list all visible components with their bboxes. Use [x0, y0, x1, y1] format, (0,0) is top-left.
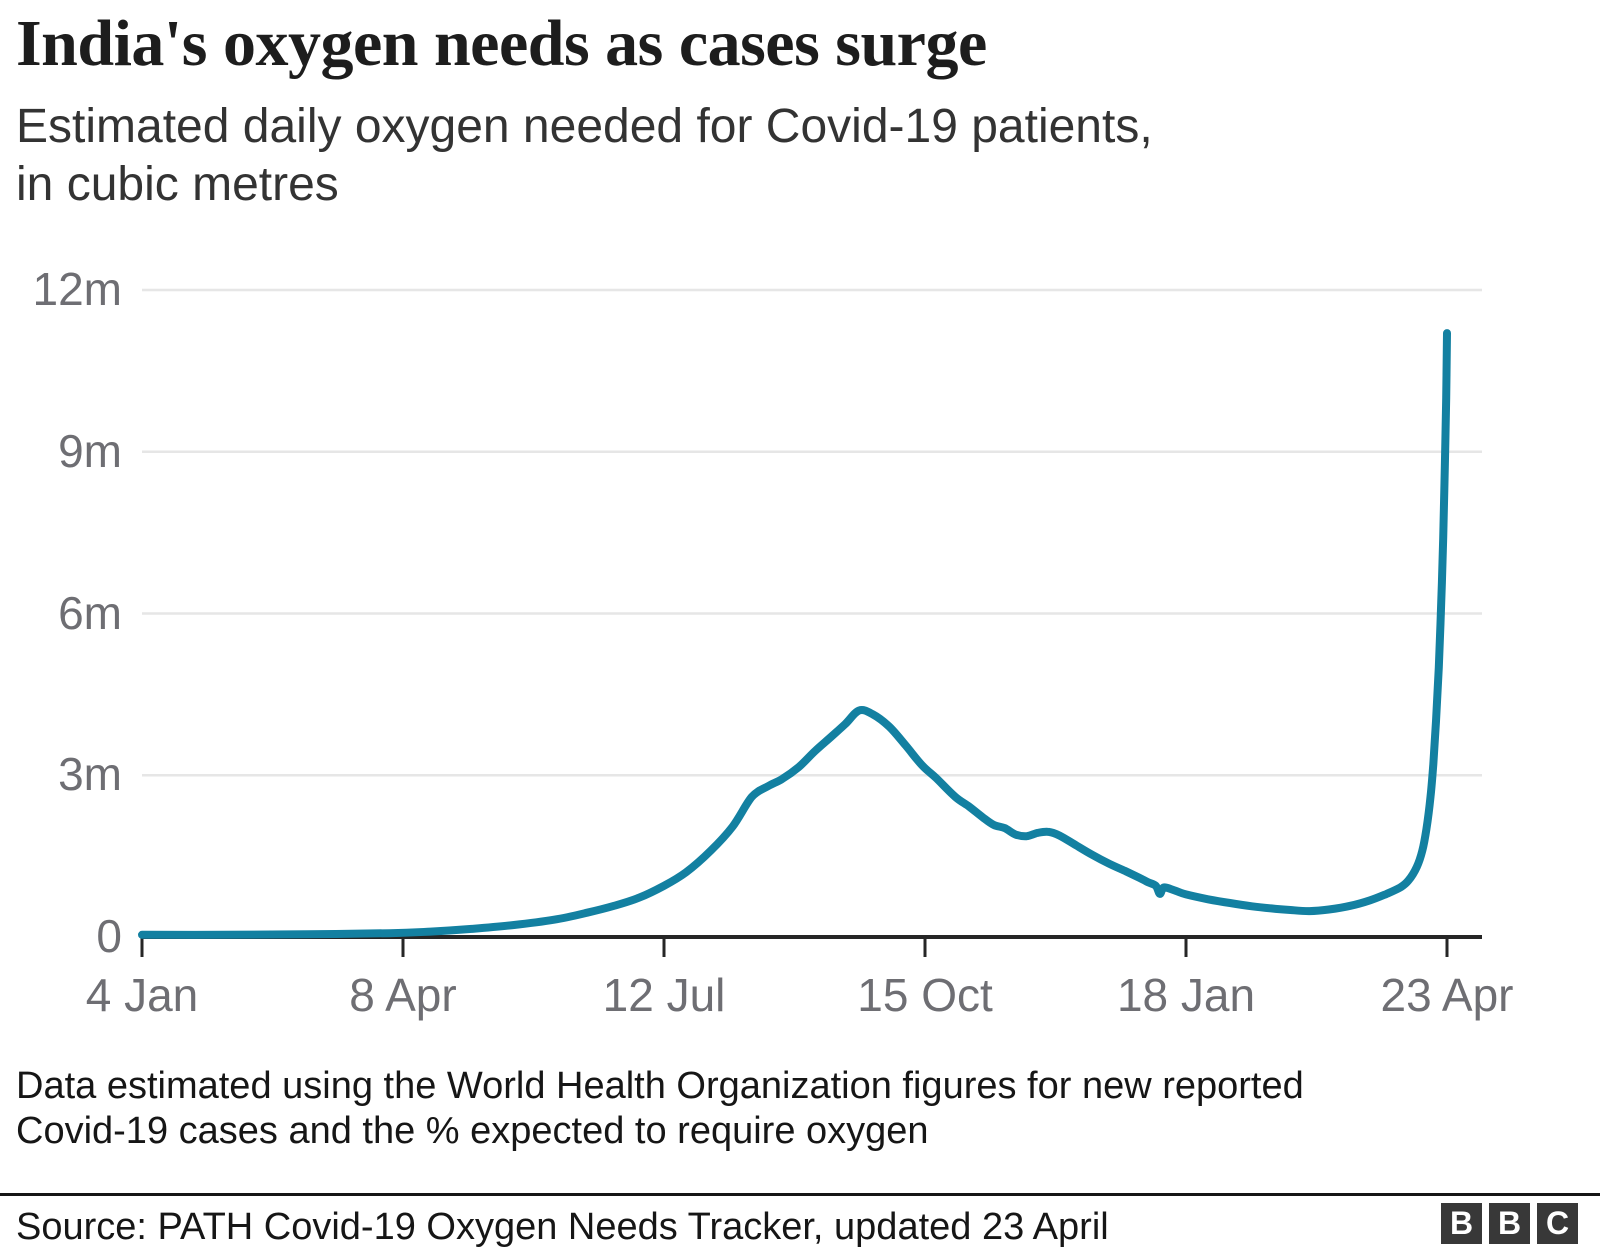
y-axis-label: 3m	[58, 748, 122, 801]
y-axis-label: 9m	[58, 424, 122, 477]
page-title: India's oxygen needs as cases surge	[16, 7, 987, 80]
source-text: Source: PATH Covid-19 Oxygen Needs Track…	[16, 1206, 1109, 1248]
chart-subtitle-line-2: in cubic metres	[16, 158, 339, 211]
footnote-line-2: Covid-19 cases and the % expected to req…	[16, 1110, 929, 1152]
bbc-logo-block-3: C	[1537, 1203, 1578, 1244]
footnote-line-1: Data estimated using the World Health Or…	[16, 1065, 1304, 1107]
chart-footnote: Data estimated using the World Health Or…	[16, 1064, 1304, 1154]
x-axis-label: 12 Jul	[602, 969, 726, 1021]
bbc-logo-block-1: B	[1441, 1203, 1482, 1244]
y-axis-label: 6m	[58, 586, 122, 639]
x-axis-label: 4 Jan	[85, 969, 199, 1021]
x-axis-label: 15 Oct	[857, 969, 993, 1021]
x-axis-label: 18 Jan	[1116, 969, 1256, 1021]
footer-divider	[0, 1193, 1600, 1196]
y-axis-label: 12m	[32, 263, 122, 315]
y-axis-label: 0	[96, 910, 122, 962]
x-axis-label: 8 Apr	[349, 969, 457, 1021]
chart-subtitle-line-1: Estimated daily oxygen needed for Covid-…	[16, 100, 1153, 153]
bbc-logo: B B C	[1441, 1203, 1578, 1244]
x-axis-label: 23 Apr	[1380, 969, 1514, 1021]
data-line	[138, 329, 1451, 939]
bbc-logo-block-2: B	[1489, 1203, 1530, 1244]
chart-subtitle: Estimated daily oxygen needed for Covid-…	[16, 98, 1153, 214]
